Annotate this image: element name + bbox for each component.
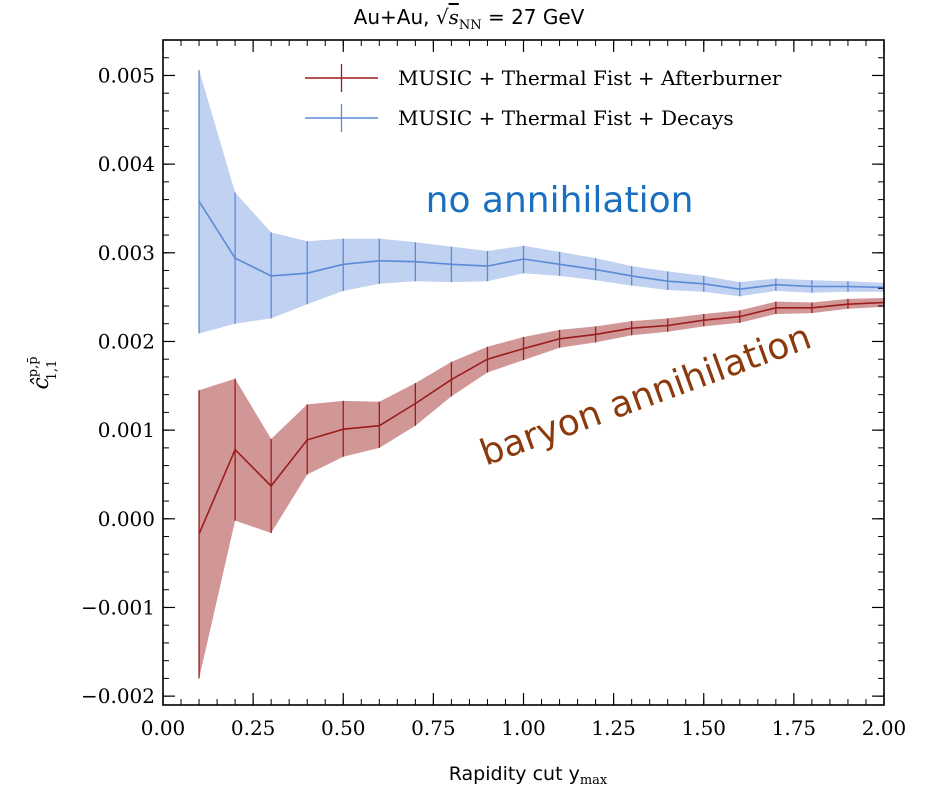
- plot-frame: [162, 39, 885, 706]
- uncertainty-bands: [199, 70, 885, 679]
- axis-ticks: [162, 39, 885, 705]
- y-tick-label: 0.002: [98, 329, 155, 353]
- x-tick-label: 0.00: [141, 716, 186, 740]
- legend-1-label: MUSIC + Thermal Fist + Decays: [398, 106, 734, 130]
- annotation-0: no annihilation: [426, 180, 694, 221]
- x-axis-label-subscript: max: [580, 773, 608, 788]
- y-axis-label-subscript: 1,1: [45, 360, 60, 381]
- y-axis-label-main: ĉ: [29, 377, 54, 389]
- y-axis-label: ĉp,p̄ 1,1: [26, 356, 60, 389]
- x-tick-label: 1.25: [591, 716, 636, 740]
- y-tick-label: 0.004: [98, 152, 155, 176]
- series-1-line: [198, 200, 885, 291]
- x-tick-label: 0.75: [411, 716, 456, 740]
- y-tick-label: 0.000: [98, 507, 155, 531]
- y-tick-label: −0.002: [81, 684, 155, 708]
- chart-title-sqrt-symbol: √: [436, 5, 449, 29]
- y-tick-label: −0.001: [81, 595, 155, 619]
- svg-text:ĉp,p̄1,1: ĉp,p̄ 1,1: [26, 356, 60, 389]
- tick-labels: 0.00 0.25 0.50 0.75 1.00 1.25 1.50 1.75 2.00 −0.0…: [81, 63, 906, 740]
- chart-title-prefix: Au+Au,: [354, 5, 436, 29]
- x-tick-label: 2.00: [862, 716, 907, 740]
- x-tick-label: 0.50: [321, 716, 366, 740]
- chart-title-subscript: NN: [459, 18, 482, 33]
- y-tick-label: 0.001: [98, 418, 155, 442]
- legend: MUSIC + Thermal Fist + Afterburner MUSIC …: [305, 64, 782, 132]
- y-tick-label: 0.003: [98, 241, 155, 265]
- x-tick-label: 1.50: [681, 716, 726, 740]
- chart-title-suffix: = 27 GeV: [482, 5, 585, 29]
- chart-title: Au+Au, √sNN = 27 GeV: [354, 5, 585, 33]
- series-0-line: [198, 301, 885, 535]
- x-tick-label: 0.25: [231, 716, 276, 740]
- error-bars: [198, 70, 885, 679]
- x-tick-label: 1.75: [772, 716, 817, 740]
- legend-0-label: MUSIC + Thermal Fist + Afterburner: [398, 66, 782, 90]
- y-axis-label-superscript: p,p̄: [26, 356, 41, 377]
- y-tick-label: 0.005: [98, 63, 155, 87]
- x-tick-label: 1.00: [501, 716, 546, 740]
- x-axis-label: Rapidity cut ymax: [449, 763, 608, 788]
- chart-title-s: s: [449, 5, 459, 29]
- x-axis-label-main: Rapidity cut y: [449, 763, 580, 785]
- series-1-band: [199, 70, 885, 334]
